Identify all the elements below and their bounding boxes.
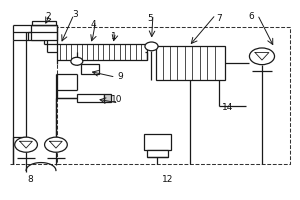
Circle shape	[145, 42, 158, 51]
Circle shape	[71, 57, 83, 65]
Text: 8: 8	[28, 175, 33, 184]
Bar	[104, 94, 111, 102]
Bar	[144, 134, 171, 150]
Bar	[31, 25, 57, 40]
Text: 4: 4	[91, 20, 96, 29]
Text: 12: 12	[162, 175, 174, 184]
Bar	[32, 21, 56, 25]
Bar	[156, 46, 225, 80]
Bar	[81, 64, 99, 74]
Bar	[57, 44, 147, 60]
Text: 3: 3	[73, 10, 78, 19]
Text: 14: 14	[222, 103, 233, 112]
Text: 7: 7	[216, 14, 222, 23]
Text: 9: 9	[117, 72, 123, 81]
Bar	[147, 150, 168, 157]
Circle shape	[15, 137, 38, 152]
Text: 2: 2	[46, 12, 51, 21]
Text: 1: 1	[111, 32, 117, 41]
Text: 6: 6	[249, 12, 254, 21]
Circle shape	[249, 48, 274, 65]
Bar	[77, 94, 104, 102]
Text: 5: 5	[147, 14, 153, 23]
Text: 10: 10	[111, 95, 123, 104]
Circle shape	[45, 137, 67, 152]
